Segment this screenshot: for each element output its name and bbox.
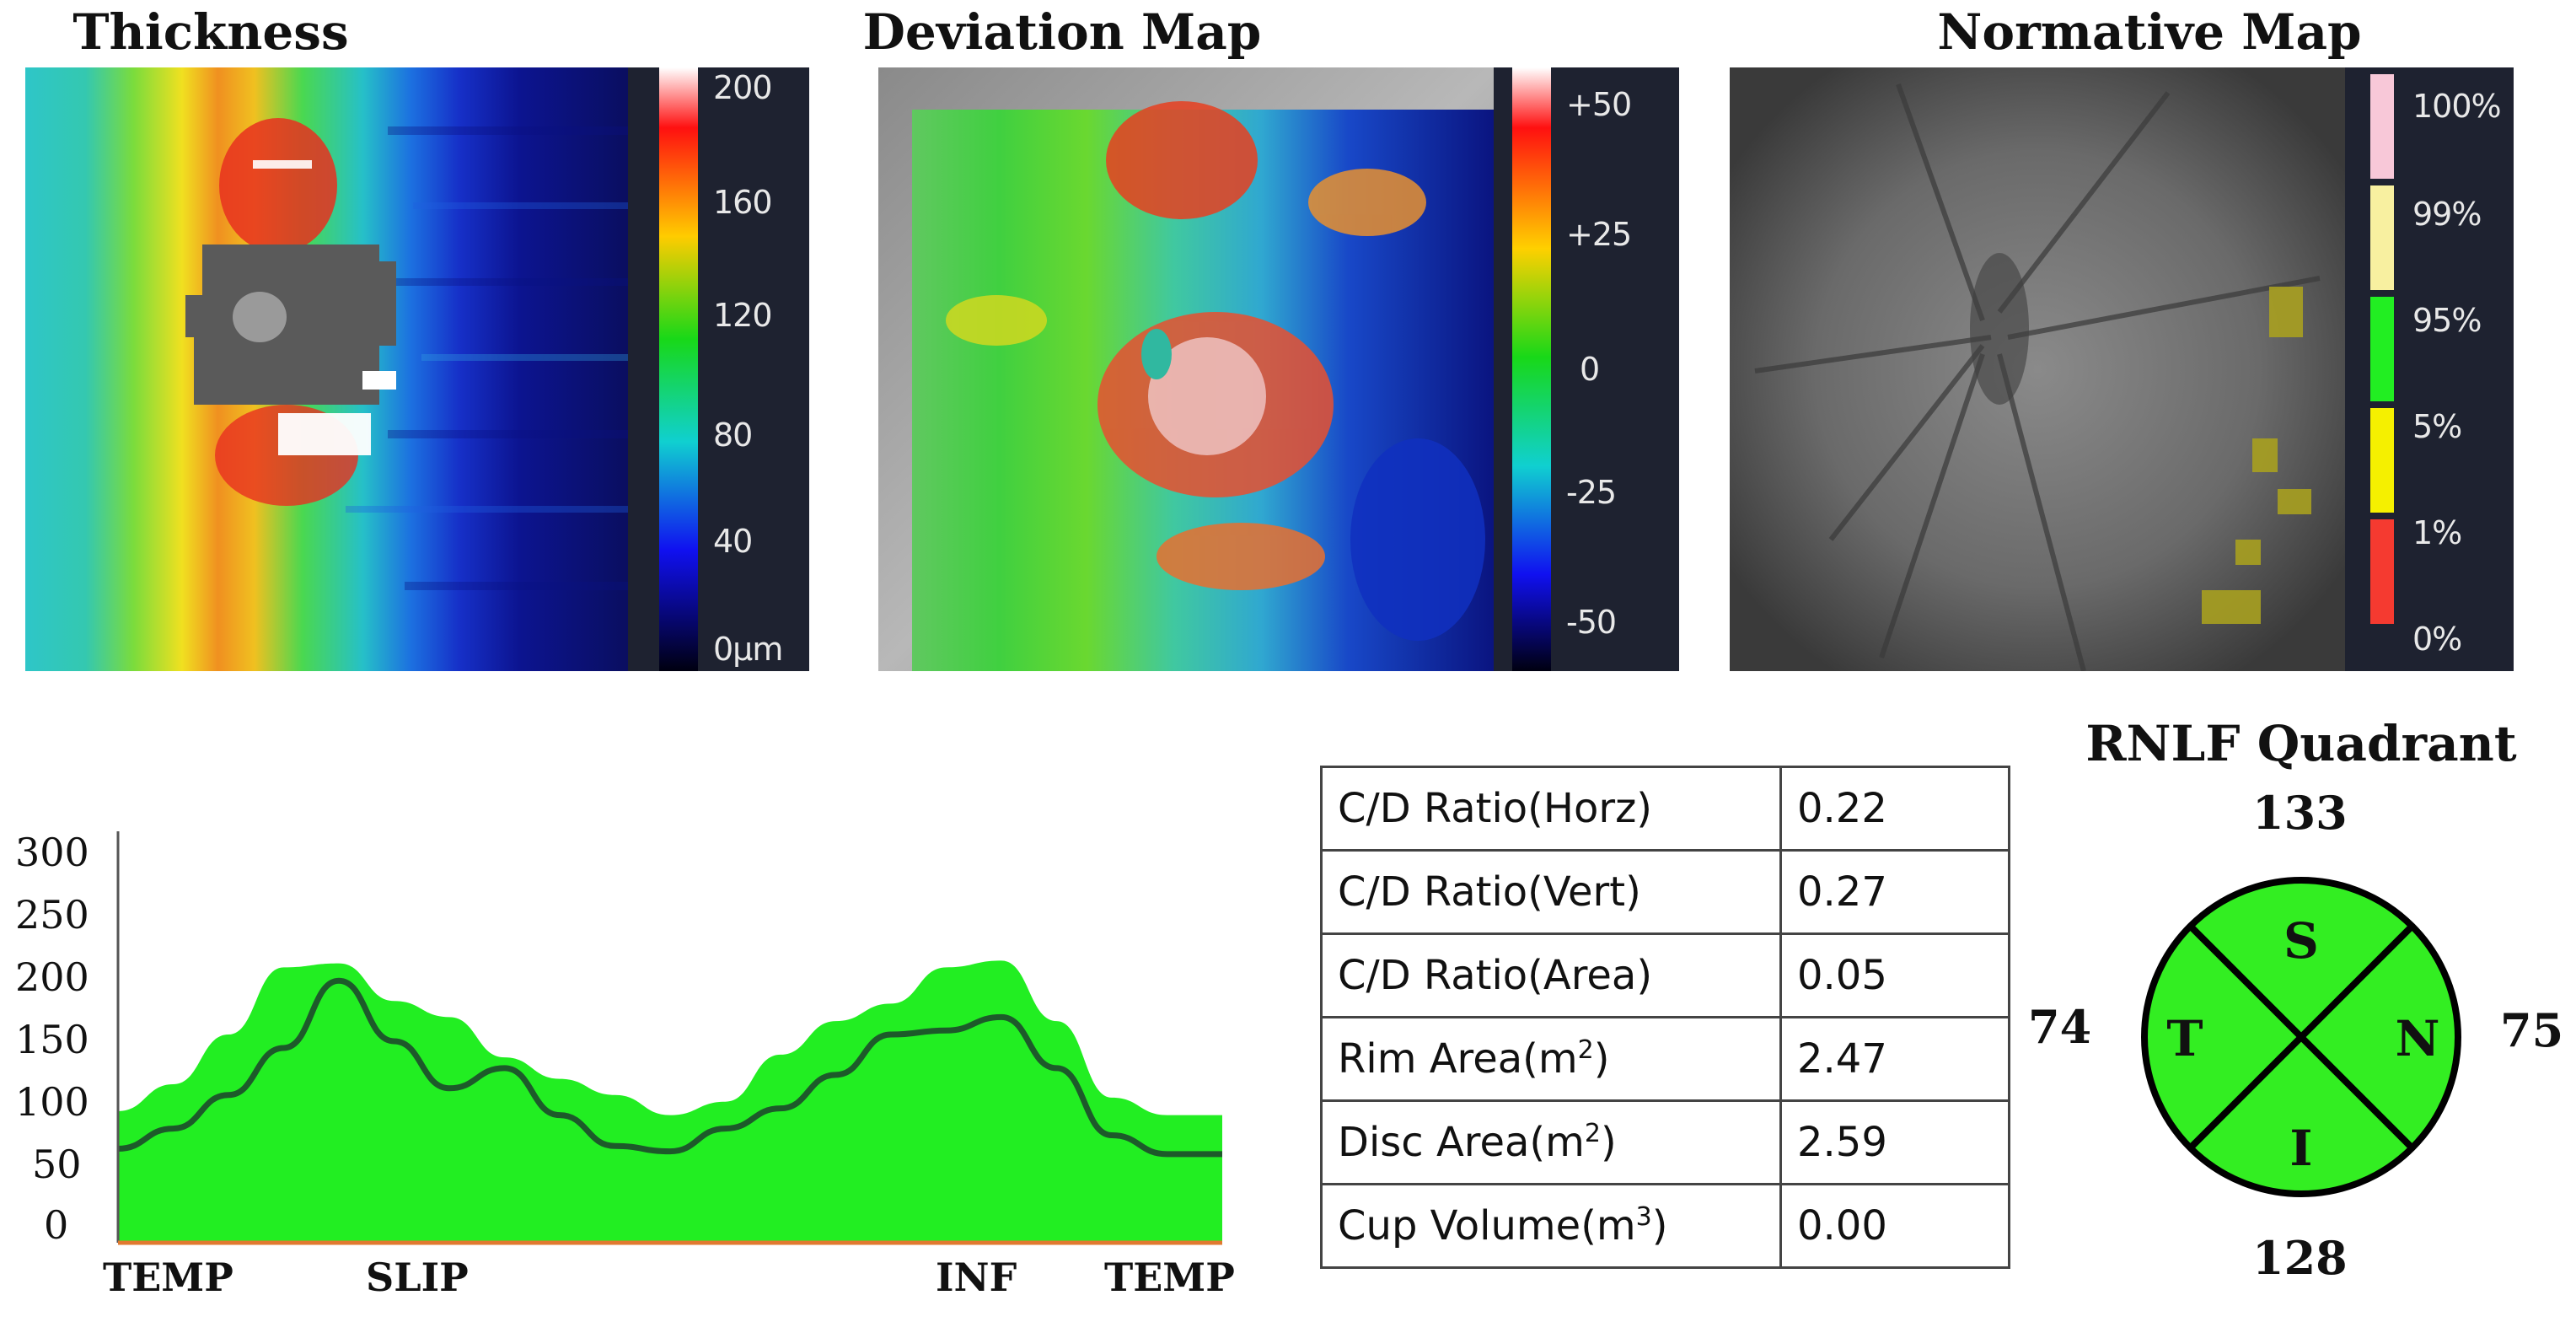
thickness-map-panel: 200 160 120 80 40 0µm [25, 67, 809, 671]
quadrant-label-n: N [2395, 1010, 2439, 1067]
deviation-scale-minus50: -50 [1566, 604, 1617, 641]
quadrant-inferior-value: 128 [2252, 1231, 2348, 1285]
param-label: Cup Volume(m3) [1320, 1183, 1782, 1269]
thickness-scale-80: 80 [713, 416, 753, 454]
y-tick-200: 200 [15, 954, 89, 1000]
y-tick-50: 50 [32, 1142, 82, 1187]
param-value: 2.59 [1779, 1099, 2010, 1185]
legend-swatch-red [2370, 519, 2394, 624]
param-label: C/D Ratio(Area) [1320, 932, 1782, 1018]
normative-scale-99: 99% [2412, 196, 2482, 233]
y-tick-250: 250 [15, 892, 89, 938]
param-label: Rim Area(m2) [1320, 1016, 1782, 1102]
param-label: Disc Area(m2) [1320, 1099, 1782, 1185]
param-value: 0.22 [1779, 766, 2010, 852]
y-tick-0: 0 [44, 1202, 69, 1248]
table-row: Rim Area(m2) 2.47 [1320, 1016, 2010, 1102]
legend-swatch-yellow [2370, 408, 2394, 513]
normative-scale-1: 1% [2412, 514, 2462, 551]
thickness-scale-200: 200 [713, 69, 773, 106]
quadrant-temporal-value: 74 [2028, 1000, 2092, 1054]
deviation-scale-minus25: -25 [1566, 474, 1617, 511]
thickness-heatmap [25, 67, 698, 671]
band-5th-to-95th-percentile [118, 960, 1222, 1243]
thickness-scale-120: 120 [713, 297, 773, 334]
thickness-title: Thickness [72, 3, 349, 61]
param-value: 0.27 [1779, 849, 2010, 935]
quadrant-nasal-value: 75 [2500, 1003, 2564, 1057]
normative-fundus-image [1730, 67, 2394, 671]
deviation-scale-plus50: +50 [1566, 86, 1632, 123]
normative-scale-5: 5% [2412, 408, 2462, 445]
tsnit-chart: 300 250 200 150 100 50 0 TEMP SLIP INF T… [0, 809, 1264, 1319]
table-row: Disc Area(m2) 2.59 [1320, 1099, 2010, 1185]
quadrant-superior-value: 133 [2252, 786, 2348, 840]
y-tick-300: 300 [15, 830, 89, 875]
quadrant-label-i: I [2289, 1120, 2312, 1177]
normative-map-title: Normative Map [1937, 3, 2362, 61]
deviation-map-title: Deviation Map [862, 3, 1262, 61]
param-value: 0.00 [1779, 1183, 2010, 1269]
legend-swatch-light-yellow [2370, 185, 2394, 290]
thickness-scale-40: 40 [713, 523, 753, 560]
normative-scale-0: 0% [2412, 621, 2462, 658]
param-value: 0.05 [1779, 932, 2010, 1018]
x-label-temp-left: TEMP [103, 1255, 233, 1300]
legend-swatch-green [2370, 297, 2394, 401]
tsnit-chart-svg [116, 831, 1222, 1245]
y-tick-100: 100 [15, 1079, 89, 1125]
rnlf-quadrant-diagram: S T N I [2141, 877, 2461, 1197]
deviation-scale-plus25: +25 [1566, 216, 1632, 253]
rnlf-quadrant-title: RNLF Quadrant [2085, 715, 2517, 772]
x-label-temp-right: TEMP [1104, 1255, 1235, 1300]
measured-thickness-line [117, 977, 1222, 1158]
thickness-scale-0: 0µm [713, 631, 783, 668]
param-label: C/D Ratio(Horz) [1320, 766, 1782, 852]
legend-swatch-pink [2370, 74, 2394, 179]
x-label-slip: SLIP [366, 1255, 469, 1300]
param-label: C/D Ratio(Vert) [1320, 849, 1782, 935]
quadrant-label-t: T [2166, 1010, 2203, 1067]
table-row: Cup Volume(m3) 0.00 [1320, 1183, 2010, 1269]
param-value: 2.47 [1779, 1016, 2010, 1102]
normative-map-panel: 100% 99% 95% 5% 1% 0% [1730, 67, 2514, 671]
deviation-map-panel: +50 +25 0 -25 -50 [878, 67, 1679, 671]
table-row: C/D Ratio(Horz) 0.22 [1320, 766, 2010, 852]
table-row: C/D Ratio(Area) 0.05 [1320, 932, 2010, 1018]
x-label-inf: INF [936, 1255, 1017, 1300]
y-tick-150: 150 [15, 1017, 89, 1062]
optic-disc-parameters-table: C/D Ratio(Horz) 0.22 C/D Ratio(Vert) 0.2… [1320, 766, 2010, 1269]
table-row: C/D Ratio(Vert) 0.27 [1320, 849, 2010, 935]
normative-scale-100: 100% [2412, 88, 2502, 125]
deviation-scale-0: 0 [1580, 351, 1600, 388]
deviation-heatmap [878, 67, 1551, 671]
quadrant-label-s: S [2284, 912, 2319, 970]
normative-scale-95: 95% [2412, 302, 2482, 339]
thickness-scale-160: 160 [713, 184, 773, 221]
